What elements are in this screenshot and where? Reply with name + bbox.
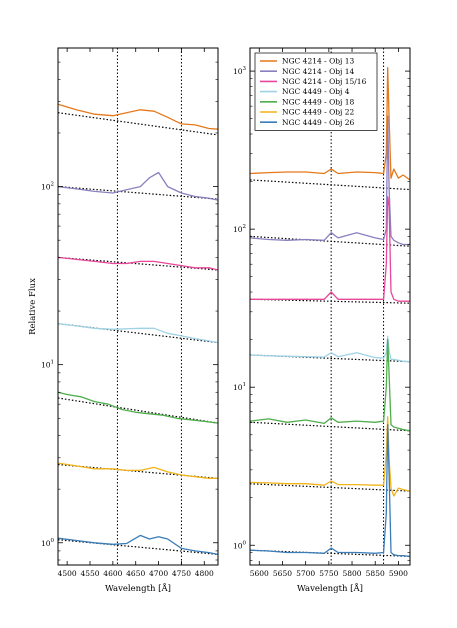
continuum-fit bbox=[57, 323, 219, 344]
x-tick-label: 5750 bbox=[319, 569, 338, 578]
continuum-fit bbox=[249, 235, 411, 247]
continuum-fit bbox=[249, 298, 411, 304]
x-tick-label: 4700 bbox=[149, 569, 168, 578]
spectrum-line bbox=[249, 335, 411, 363]
continuum-fit bbox=[57, 256, 219, 271]
right-panel: 5600 5650 5700 5750 5800 5850 5900 100 101 102 103 bbox=[233, 47, 411, 578]
spectrum-line bbox=[57, 103, 219, 130]
spectrum-line bbox=[57, 534, 219, 556]
x-axis-label-left: Wavelength [Å] bbox=[105, 582, 171, 594]
legend-label: NGC 4449 - Obj 4 bbox=[282, 87, 350, 96]
x-tick-label: 5900 bbox=[389, 569, 408, 578]
plot-frame bbox=[249, 47, 411, 566]
x-tick-label: 5600 bbox=[250, 569, 269, 578]
spectrum-line bbox=[250, 196, 410, 302]
continuum-fit bbox=[249, 421, 411, 432]
x-tick-label: 5800 bbox=[342, 569, 361, 578]
continuum-fit bbox=[57, 112, 219, 136]
legend-label: NGC 4214 - Obj 13 bbox=[282, 57, 354, 66]
legend-label: NGC 4449 - Obj 22 bbox=[282, 108, 354, 117]
spectrum-line bbox=[57, 391, 219, 424]
x-tick-label: 4550 bbox=[80, 569, 99, 578]
spectrum-line bbox=[249, 115, 410, 246]
x-tick-label: 4800 bbox=[195, 569, 214, 578]
y-tick-label: 101 bbox=[233, 382, 246, 392]
continuum-fit bbox=[57, 397, 219, 424]
spectrum-line bbox=[57, 171, 219, 201]
legend-label: NGC 4449 - Obj 26 bbox=[282, 118, 354, 127]
x-axis-label-right: Wavelength [Å] bbox=[297, 582, 363, 594]
y-tick-label: 100 bbox=[41, 538, 55, 548]
legend-label: NGC 4449 - Obj 18 bbox=[282, 97, 354, 106]
spectrum-line bbox=[249, 416, 411, 497]
plot-frame bbox=[57, 47, 219, 566]
y-tick-label: 102 bbox=[233, 224, 246, 234]
y-tick-label: 101 bbox=[41, 360, 54, 370]
x-tick-label: 5700 bbox=[296, 569, 315, 578]
spectrum-line bbox=[249, 423, 411, 558]
spectrum-line bbox=[249, 67, 411, 181]
continuum-fit bbox=[249, 483, 411, 492]
continuum-fit bbox=[249, 354, 411, 363]
x-tick-label: 4600 bbox=[103, 569, 122, 578]
legend-label: NGC 4214 - Obj 14 bbox=[282, 67, 354, 76]
spectrum-line bbox=[57, 462, 218, 479]
x-tick-label: 4650 bbox=[126, 569, 145, 578]
continuum-fit bbox=[249, 179, 411, 191]
x-tick-label: 5850 bbox=[366, 569, 385, 578]
x-tick-label: 4500 bbox=[58, 569, 77, 578]
x-tick-label: 5650 bbox=[273, 569, 292, 578]
legend-label: NGC 4214 - Obj 15/16 bbox=[282, 77, 367, 86]
continuum-fit bbox=[249, 549, 411, 558]
left-panel: 4500 4550 4600 4650 4700 4750 4800 100 101 102 bbox=[41, 47, 219, 578]
y-axis-label: Relative Flux bbox=[28, 278, 38, 335]
spectrum-line bbox=[57, 256, 219, 271]
x-tick-label: 4750 bbox=[172, 569, 191, 578]
y-tick-label: 102 bbox=[41, 182, 54, 192]
continuum-fit bbox=[57, 185, 219, 200]
spectrum-line bbox=[57, 322, 219, 344]
y-tick-label: 103 bbox=[233, 66, 247, 76]
continuum-fit bbox=[57, 539, 219, 556]
y-tick-label: 100 bbox=[233, 540, 247, 550]
spectrum-line bbox=[249, 338, 411, 432]
